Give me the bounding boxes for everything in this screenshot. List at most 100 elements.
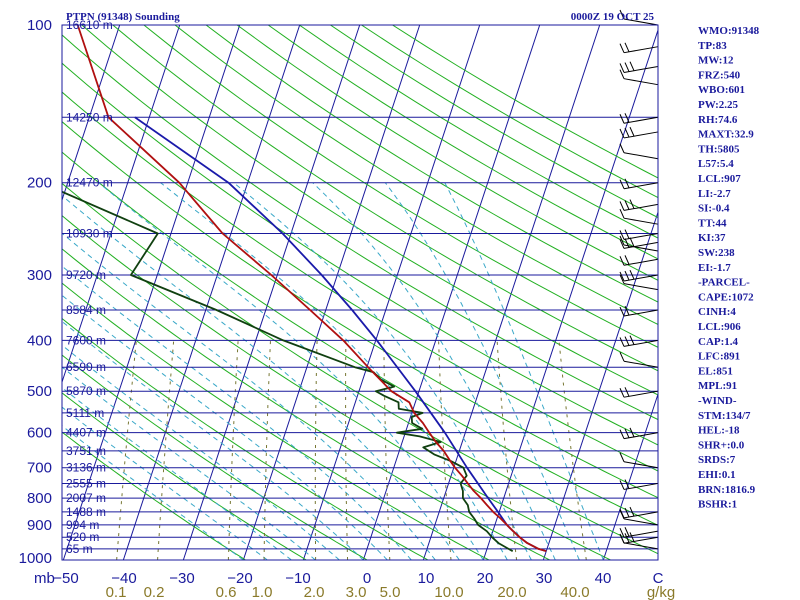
index-value: -WIND- xyxy=(698,395,737,407)
index-value: EI:-1.7 xyxy=(698,262,731,274)
isotherm-line xyxy=(602,392,658,560)
isotherm-line xyxy=(482,28,658,560)
wind-barb xyxy=(619,178,659,190)
index-value: LFC:891 xyxy=(698,351,740,363)
height-label: 6590 m xyxy=(66,360,106,374)
pressure-tick-label: 800 xyxy=(27,490,52,507)
dry-adiabat-line xyxy=(267,25,658,260)
index-value: SI:-0.4 xyxy=(698,203,730,215)
wind-barb xyxy=(619,255,659,266)
wind-barb xyxy=(619,335,659,347)
temperature-tick-label: −40 xyxy=(111,570,136,587)
isotherm-line xyxy=(422,25,601,560)
grid-layer xyxy=(62,25,658,560)
wind-barb xyxy=(619,274,659,291)
dry-adiabat-line xyxy=(205,25,658,303)
index-value: MAXT:32.9 xyxy=(698,129,754,141)
height-label: 9720 m xyxy=(66,268,106,282)
isotherm-line xyxy=(122,25,301,560)
pressure-tick-label: 900 xyxy=(27,517,52,534)
wind-barb xyxy=(619,199,659,211)
height-label: 994 m xyxy=(66,518,99,532)
wind-barb xyxy=(619,533,659,550)
pressure-tick-label: 500 xyxy=(27,383,52,400)
wind-barb xyxy=(619,269,659,282)
height-label: 3136 m xyxy=(66,461,106,475)
moist-adiabat-line xyxy=(62,232,436,560)
index-value: TH:5805 xyxy=(698,143,740,155)
index-value: SRDS:7 xyxy=(698,454,736,466)
pressure-tick-label: 300 xyxy=(27,267,52,284)
mixing-ratio-tick-label: 3.0 xyxy=(346,584,367,600)
mixing-ratio-line xyxy=(227,340,239,560)
wind-barb xyxy=(619,352,659,368)
dewpoint-line xyxy=(62,190,514,552)
temperature-tick-label: 40 xyxy=(595,570,612,587)
dry-adiabat-line xyxy=(174,25,658,326)
index-value: -PARCEL- xyxy=(698,277,750,289)
dry-adiabat-line xyxy=(62,121,658,499)
mixing-ratio-tick-label: g/kg xyxy=(647,584,675,600)
pressure-tick-label: 200 xyxy=(27,175,52,192)
index-value: MW:12 xyxy=(698,55,734,67)
dry-adiabat-line xyxy=(112,25,658,372)
mixing-ratio-line xyxy=(496,340,518,560)
temperature-tick-label: −30 xyxy=(169,570,194,587)
moist-adiabat-line xyxy=(62,294,388,560)
chart-title: PTPN (91348) Sounding xyxy=(66,11,180,23)
index-value: WBO:601 xyxy=(698,84,745,96)
pressure-tick-label: 100 xyxy=(27,17,52,34)
dry-adiabat-line xyxy=(62,34,658,421)
mixing-ratio-tick-label: 20.0 xyxy=(497,584,526,600)
wind-barb xyxy=(619,235,659,252)
temperature-tick-label: 30 xyxy=(536,570,553,587)
dry-adiabat-line xyxy=(62,182,658,555)
temperature-tick-label: 0 xyxy=(363,570,371,587)
temperature-line xyxy=(76,25,547,553)
x-unit-label: mb xyxy=(34,570,55,587)
index-value: SHR+:0.0 xyxy=(698,439,745,451)
mixing-ratio-tick-label: 0.2 xyxy=(144,584,165,600)
moist-adiabat-line xyxy=(312,182,556,560)
mixing-ratio-line xyxy=(345,340,349,560)
wind-barb xyxy=(619,387,659,398)
moist-adiabat-line xyxy=(444,182,604,560)
moist-adiabat-line xyxy=(384,182,580,560)
index-value: LCL:906 xyxy=(698,321,741,333)
index-value: BRN:1816.9 xyxy=(698,484,756,496)
moist-adiabat-line xyxy=(62,265,412,560)
dry-adiabat-line xyxy=(143,25,658,348)
height-label: 5870 m xyxy=(66,384,106,398)
temperature-tick-label: C xyxy=(653,570,664,587)
height-label: 14250 m xyxy=(66,110,113,124)
index-value: CINH:4 xyxy=(698,306,736,318)
wind-barb xyxy=(619,126,659,139)
mixing-ratio-line xyxy=(438,340,452,560)
index-value: LI:-2.7 xyxy=(698,188,731,200)
mixing-ratio-line xyxy=(383,340,391,560)
moist-adiabat-line xyxy=(62,387,292,560)
dry-adiabat-line xyxy=(62,151,658,526)
height-label: 12470 m xyxy=(66,176,113,190)
wind-barb xyxy=(619,113,659,124)
moist-adiabat-line xyxy=(233,182,532,560)
moist-adiabat-line xyxy=(98,182,484,560)
wind-barb xyxy=(619,208,659,225)
height-label: 520 m xyxy=(66,530,99,544)
height-label: 3751 m xyxy=(66,444,106,458)
pressure-tick-label: 600 xyxy=(27,425,52,442)
indices-panel: WMO:91348 TP:83 MW:12 FRZ:540 WBO:601 PW:2.25… xyxy=(698,25,760,511)
isotherm-line xyxy=(62,25,121,202)
mixing-ratio-line xyxy=(558,340,587,560)
index-value: HEL:-18 xyxy=(698,425,740,437)
mixing-ratio-line xyxy=(314,340,318,560)
height-label: 10930 m xyxy=(66,226,113,240)
moist-adiabat-line xyxy=(62,425,244,560)
moist-adiabat-line xyxy=(160,182,508,560)
isotherm-line xyxy=(62,25,241,560)
index-value: WMO:91348 xyxy=(698,25,760,37)
index-value: STM:134/7 xyxy=(698,410,751,422)
dry-adiabat-line xyxy=(236,25,658,281)
